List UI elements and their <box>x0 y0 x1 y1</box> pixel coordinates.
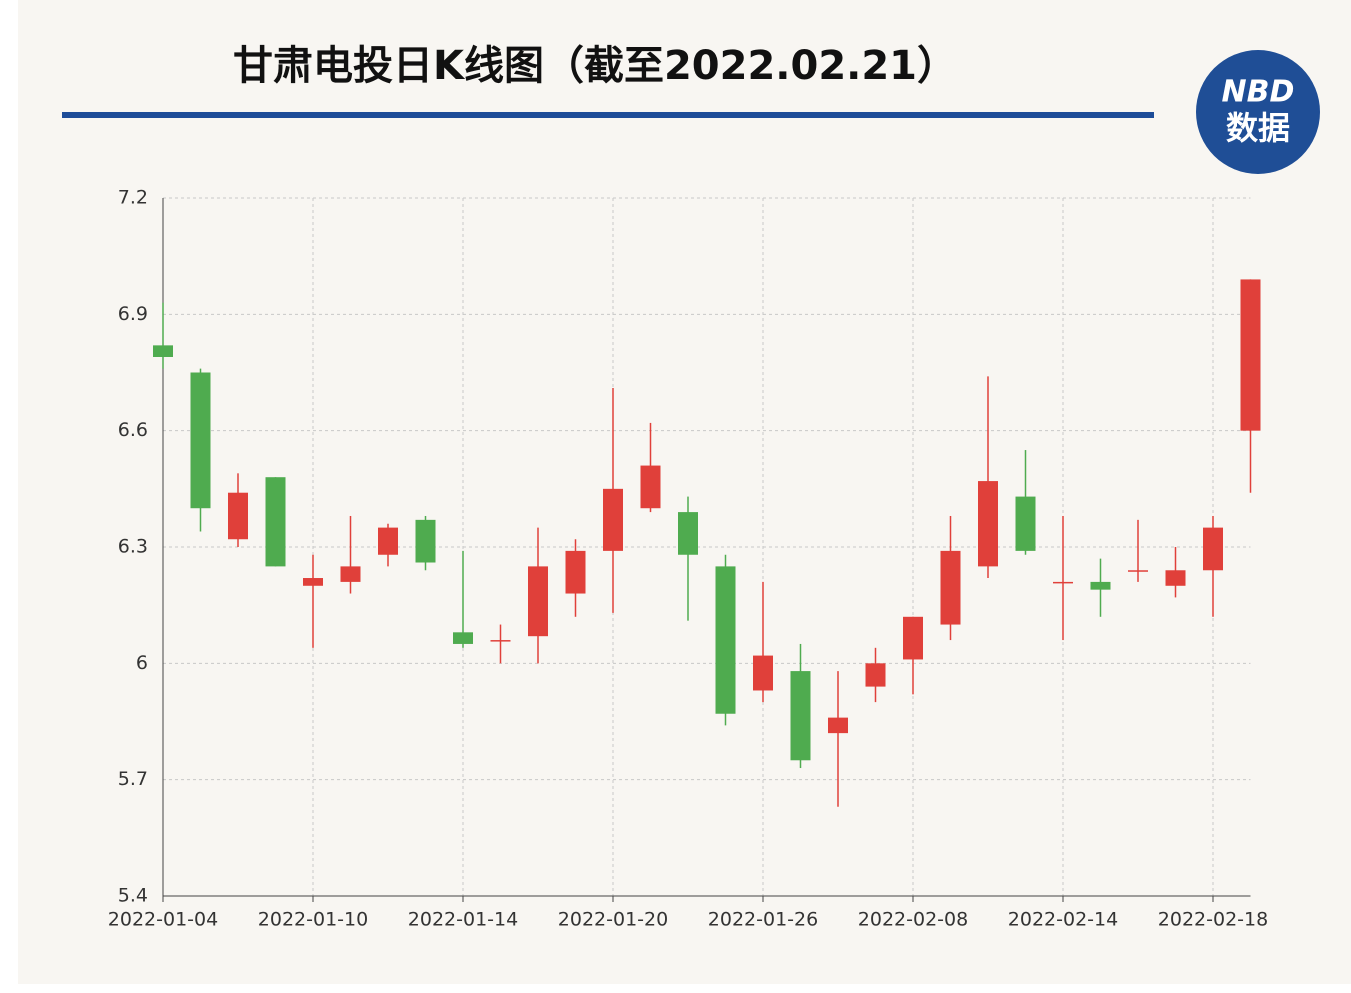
logo-top: NBD <box>1222 75 1295 110</box>
plot: 5.4 5.7 6 6.3 6.6 6.9 7.2 2022-01-04 2022-01-10 2… <box>108 187 1268 931</box>
candle-body <box>1128 570 1148 572</box>
x-tick-label: 2022-01-14 <box>408 909 518 931</box>
candle-body <box>265 477 286 567</box>
candle-body <box>828 717 848 734</box>
candle-body <box>565 550 586 594</box>
candle-body <box>790 671 811 761</box>
candle-body <box>640 465 661 509</box>
y-tick-label: 6.3 <box>118 536 148 558</box>
y-tick-label: 5.7 <box>118 768 148 790</box>
chart-title: 甘肃电投日K线图（截至2022.02.21） <box>233 43 957 89</box>
y-tick-label: 7.2 <box>118 187 148 209</box>
candle-body <box>865 663 886 687</box>
x-tick-label: 2022-01-04 <box>108 909 218 931</box>
candle-body <box>715 566 736 714</box>
candle-body <box>190 372 211 509</box>
logo-circle <box>1196 50 1320 174</box>
y-tick-label: 6.9 <box>118 303 148 325</box>
candle-body <box>940 550 961 625</box>
x-tick-label: 2022-02-14 <box>1008 909 1118 931</box>
candle-body <box>1203 527 1223 571</box>
candle-body <box>415 519 436 563</box>
y-tick-label: 6 <box>136 652 148 674</box>
candle-body <box>490 640 511 642</box>
x-tick-label: 2022-01-26 <box>708 909 818 931</box>
candle-body <box>340 566 361 582</box>
x-tick-label: 2022-01-20 <box>558 909 668 931</box>
candle-body <box>1165 570 1186 586</box>
x-tick-label: 2022-01-10 <box>258 909 368 931</box>
y-tick-label: 5.4 <box>118 885 148 907</box>
candle-body <box>1053 581 1073 584</box>
candle-body <box>528 566 548 637</box>
candle-body <box>303 578 323 586</box>
candle-body <box>1090 581 1111 590</box>
candle-body <box>603 488 623 551</box>
title-rule <box>62 112 1154 118</box>
background <box>18 0 1351 984</box>
y-tick-label: 6.6 <box>118 419 148 441</box>
candle-body <box>228 492 248 540</box>
candle-body <box>1015 496 1036 551</box>
candle-body <box>678 512 698 555</box>
candle-body <box>1240 279 1261 431</box>
candle-body <box>378 527 398 555</box>
candle-body <box>453 632 473 644</box>
candle-body <box>903 616 923 660</box>
candle-body <box>753 655 773 691</box>
candle-body <box>978 481 998 567</box>
logo-bottom: 数据 <box>1226 109 1290 147</box>
x-tick-label: 2022-02-08 <box>858 909 968 931</box>
candle-body <box>153 345 173 357</box>
x-tick-label: 2022-02-18 <box>1158 909 1268 931</box>
